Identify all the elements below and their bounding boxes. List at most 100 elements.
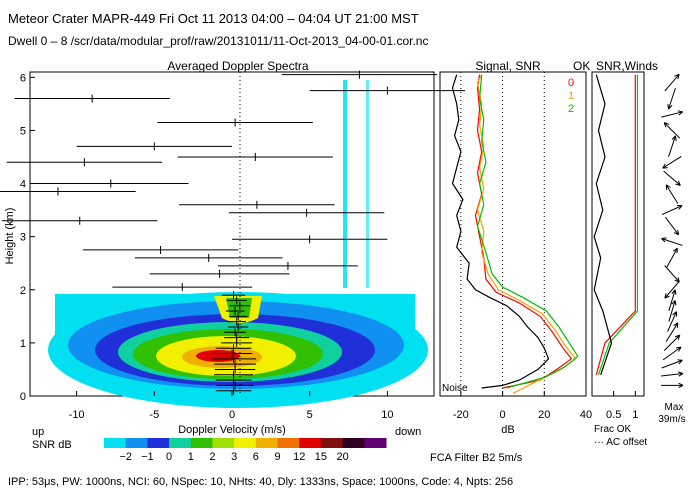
colorbar-swatch	[364, 438, 387, 448]
wind-vectors	[661, 73, 684, 389]
colorbar-swatch	[320, 438, 344, 448]
ok-legend-entry: 0	[568, 77, 574, 89]
snr-series-line	[476, 74, 579, 389]
moment-marker	[215, 344, 252, 353]
colorbar-swatch	[125, 438, 148, 448]
wind-vector	[662, 346, 682, 361]
moment-marker	[214, 370, 253, 379]
spectra-title: Averaged Doppler Spectra	[167, 59, 309, 73]
moment-marker	[157, 118, 313, 127]
colorbar-tick-label: −1	[141, 451, 154, 463]
corner-label-up: up	[32, 426, 44, 438]
noise-label: Noise	[442, 383, 468, 394]
moment-marker	[134, 253, 283, 262]
snr-x-tick-label: 20	[538, 409, 550, 421]
moment-marker	[215, 386, 252, 395]
wind-vector	[663, 334, 681, 352]
ac-offset-note: ··· AC offset	[594, 437, 647, 448]
frac-ok-x-tick-label: 0.5	[606, 409, 621, 421]
moment-marker	[281, 70, 438, 79]
filter-label: FCA Filter B2 5m/s	[430, 452, 523, 464]
moment-marker	[211, 349, 253, 358]
colorbar-tick-label: 6	[253, 451, 259, 463]
colorbar-tick-label: 3	[231, 451, 237, 463]
moment-marker	[226, 296, 247, 305]
moment-marker	[229, 301, 250, 310]
wind-vector	[668, 300, 677, 322]
wind-vector	[665, 184, 679, 204]
colorbar-swatch	[277, 438, 300, 448]
wind-scale-label: 39m/s	[658, 414, 685, 425]
colorbar-swatch	[190, 438, 213, 448]
spectra-y-tick-label: 2	[20, 285, 26, 297]
wind-vector	[663, 170, 681, 186]
moment-marker	[6, 158, 163, 167]
heatmap-clutter-9	[366, 80, 369, 288]
wind-vector	[665, 216, 680, 236]
snr-x-tick-label: -20	[453, 409, 469, 421]
moment-marker	[2, 216, 158, 225]
snr-series-line	[474, 74, 573, 389]
spectra-x-label: Doppler Velocity (m/s)	[178, 424, 286, 436]
moment-marker	[112, 283, 253, 292]
frac-ok-series-line	[597, 74, 639, 375]
moment-marker	[228, 312, 248, 321]
wind-vector	[668, 135, 677, 157]
spectra-x-tick-label: 0	[229, 409, 235, 421]
ok-legend: 012	[568, 77, 574, 115]
spectra-y-tick-label: 3	[20, 232, 26, 244]
colorbar-swatch	[212, 438, 235, 448]
moment-marker	[227, 317, 246, 326]
heatmap-clutter-8	[343, 80, 347, 288]
wind-vector	[667, 87, 676, 110]
moment-marker	[149, 269, 290, 278]
colorbar-tick-label: 12	[293, 451, 305, 463]
wind-vector	[663, 122, 681, 139]
wind-vector	[665, 322, 679, 342]
spectra-y-tick-label: 0	[20, 391, 26, 403]
snr-lines	[451, 74, 579, 394]
ok-legend-title: OK	[573, 59, 590, 73]
moment-marker	[221, 291, 246, 300]
snr-axis: -20 0 20 40	[453, 391, 592, 421]
moment-markers	[0, 70, 466, 395]
moment-marker	[76, 142, 232, 151]
spectra-x-tick-label: 5	[307, 409, 313, 421]
moment-marker	[225, 307, 245, 316]
colorbar-swatch	[169, 438, 192, 448]
moment-marker	[228, 322, 249, 331]
frac-ok-x-tick-label: 1	[632, 409, 638, 421]
colorbar-swatch	[104, 438, 127, 448]
frac-ok-series-line	[595, 74, 636, 375]
frac-ok-plot-frame	[591, 71, 645, 397]
snr-colorbar: −2 −1 0 1 2 3 6 9 12 15 20	[104, 438, 387, 463]
snr-x-label: dB	[501, 424, 514, 436]
snr-panel-title: Signal, SNR	[475, 59, 541, 73]
snr-plot-frame	[439, 71, 587, 397]
colorbar-tick-label: −2	[119, 451, 132, 463]
moment-marker	[228, 208, 385, 217]
frac-ok-lines	[593, 74, 639, 375]
moment-marker	[216, 381, 254, 390]
wind-max-label: Max	[665, 402, 684, 413]
heatmap-column-core	[226, 298, 252, 318]
moment-marker	[33, 179, 189, 188]
wind-vector	[668, 289, 677, 312]
spectra-x-tick-label: -10	[69, 409, 85, 421]
spectra-y-tick-label: 1	[20, 338, 26, 350]
moment-marker	[179, 200, 335, 209]
moment-marker	[177, 152, 333, 161]
colorbar-tick-label: 15	[315, 451, 327, 463]
spectra-axes: -10 -5 0 5 10 0 1 2 3 4 5 6	[20, 72, 394, 421]
moment-marker	[82, 245, 239, 254]
spectra-x-tick-label: -5	[149, 409, 159, 421]
moment-marker	[211, 354, 257, 363]
moment-marker	[232, 235, 388, 244]
frac-ok-axis: 0.5 1	[606, 391, 638, 421]
moment-marker	[224, 333, 250, 342]
snr-series-line	[451, 74, 550, 389]
ok-legend-entry: 2	[568, 103, 574, 115]
frac-ok-x-label: Frac OK	[594, 424, 632, 435]
wind-vector	[664, 281, 680, 299]
